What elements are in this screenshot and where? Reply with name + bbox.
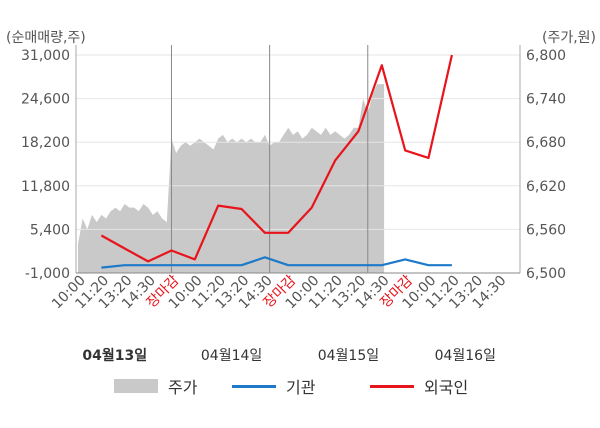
right-tick-label: 6,620 <box>526 179 566 195</box>
right-axis-label: (주가,원) <box>542 30 596 46</box>
legend-swatch-price <box>114 379 158 393</box>
right-tick-label: 6,800 <box>526 48 566 64</box>
legend-label-institution: 기관 <box>286 378 316 397</box>
day-label: 04월16일 <box>435 348 496 364</box>
legend-swatch-institution <box>232 384 276 388</box>
day-label-layer: 04월13일 04월14일 04월15일 04월16일 <box>82 347 496 364</box>
right-tick-label: 6,680 <box>526 135 566 151</box>
left-axis-label: (순매매량,주) <box>6 30 86 46</box>
day-label: 04월15일 <box>318 348 379 364</box>
right-tick-label: 6,740 <box>526 92 566 108</box>
price-area-layer <box>78 84 385 273</box>
legend-item-institution: 기관 <box>232 374 315 398</box>
legend-label-foreign: 외국인 <box>424 378 469 397</box>
left-tick-label: -1,000 <box>25 266 70 282</box>
left-tick-layer: 31,000 24,600 18,200 11,800 5,400 -1,000 <box>21 48 70 282</box>
x-tick-layer: 10:0011:2013:2014:30장마감10:0011:2013:2014… <box>49 272 509 312</box>
price-area <box>78 84 385 273</box>
left-tick-label: 18,200 <box>21 135 70 151</box>
series-line-layer <box>100 54 453 269</box>
grid-layer <box>75 45 521 274</box>
series-line-2 <box>100 54 453 263</box>
day-label: 04월14일 <box>201 348 262 364</box>
legend-item-foreign: 외국인 <box>370 374 468 398</box>
legend-label-price: 주가 <box>168 378 198 397</box>
left-tick-label: 11,800 <box>21 179 70 195</box>
day-label: 04월13일 <box>82 347 147 364</box>
left-tick-label: 24,600 <box>21 92 70 108</box>
legend-item-price: 주가 <box>114 374 197 398</box>
legend-swatch-foreign <box>370 384 414 388</box>
series-line-1 <box>101 256 452 269</box>
legend: 주가 기관 외국인 <box>0 374 600 398</box>
right-tick-label: 6,560 <box>526 222 566 238</box>
left-tick-label: 31,000 <box>21 48 70 64</box>
right-tick-label: 6,500 <box>526 266 566 282</box>
left-tick-label: 5,400 <box>30 222 70 238</box>
right-tick-layer: 6,800 6,740 6,680 6,620 6,560 6,500 <box>526 48 566 282</box>
